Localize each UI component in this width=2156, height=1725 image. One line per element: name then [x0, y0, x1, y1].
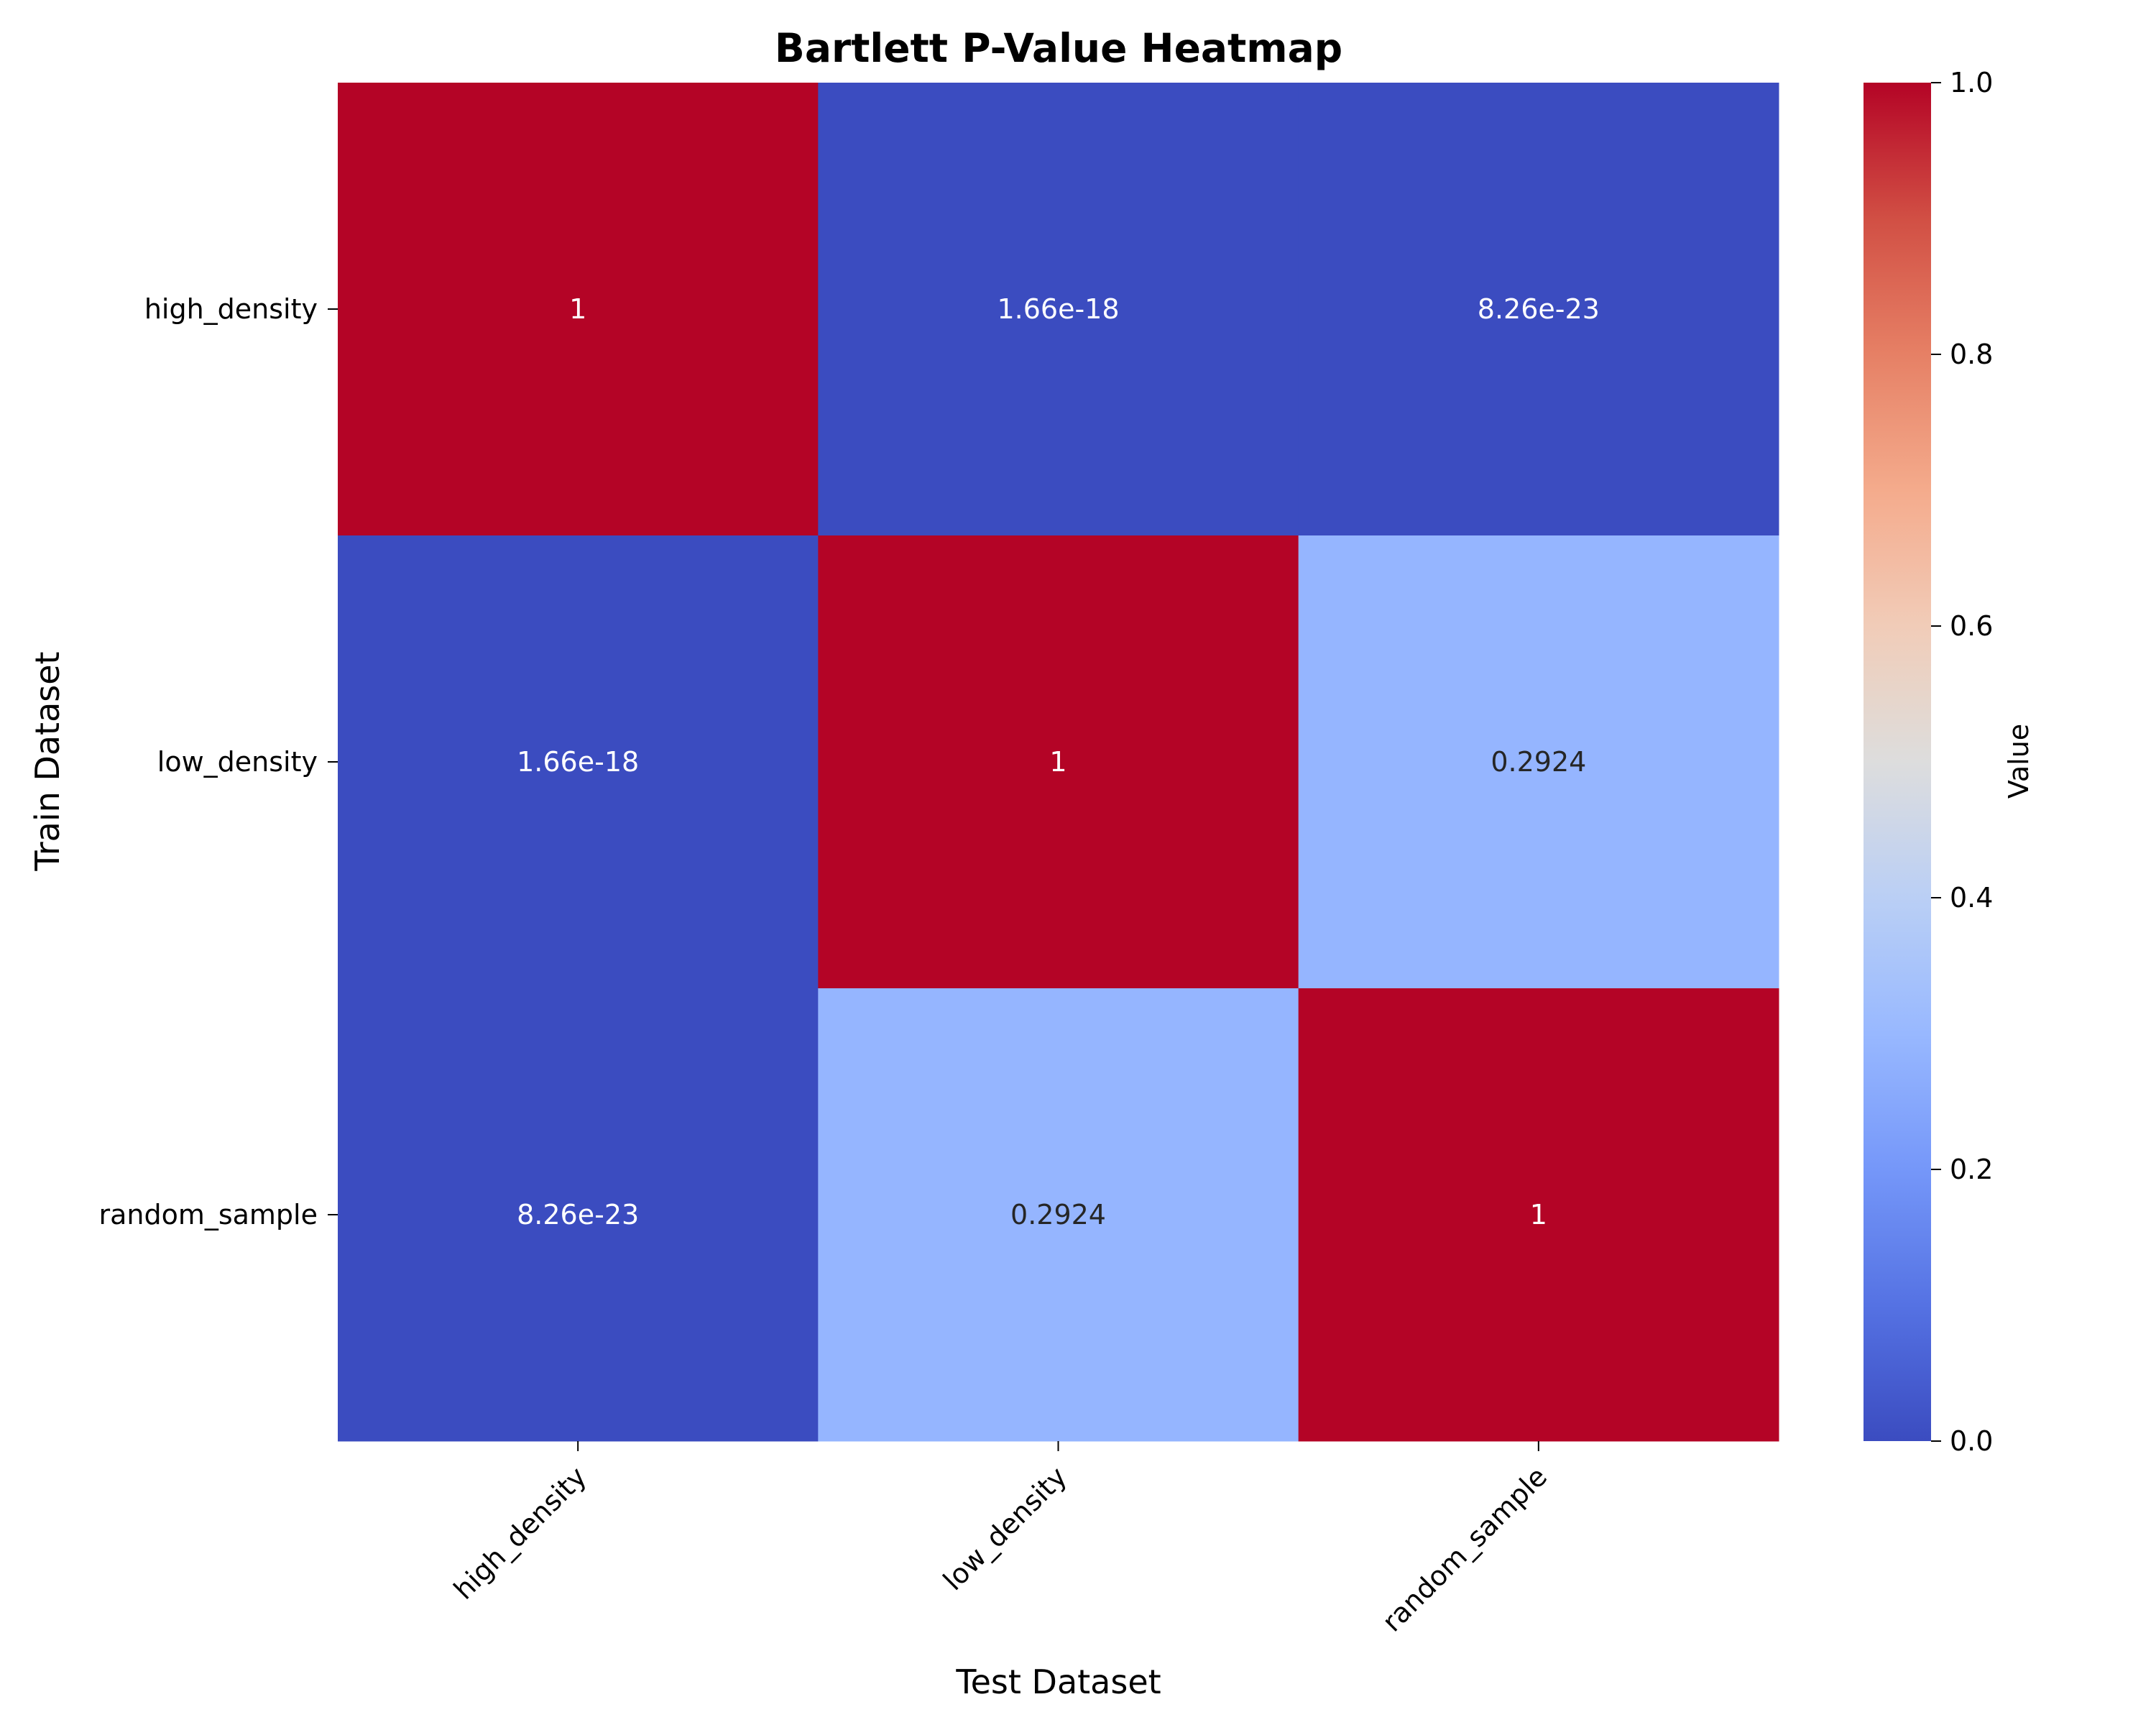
cell-value-label: 8.26e-23 [1478, 293, 1600, 325]
x-axis-ticks: high_density low_density random_sample [448, 1441, 1553, 1638]
cell-value-label: 1 [1530, 1199, 1547, 1230]
colorbar-gradient [1864, 83, 1931, 1441]
cell-value-label: 1.66e-18 [997, 293, 1119, 325]
cell-value-label: 8.26e-23 [517, 1199, 639, 1230]
heatmap-cell [338, 988, 819, 1442]
colorbar: 0.0 0.2 0.4 0.6 0.8 1.0 Value [1864, 67, 2035, 1457]
chart-title: Bartlett P-Value Heatmap [775, 25, 1342, 71]
heatmap-cell [1298, 988, 1779, 1442]
cell-value-label: 1.66e-18 [517, 746, 639, 778]
y-tick-label: random_sample [98, 1199, 318, 1230]
heatmap-cell [338, 535, 819, 989]
heatmap-cell [1298, 83, 1779, 536]
colorbar-tick-label: 0.0 [1950, 1425, 1993, 1457]
y-tick-label: low_density [157, 746, 318, 778]
x-axis-label: Test Dataset [955, 1662, 1161, 1701]
heatmap-cell [818, 535, 1299, 989]
heatmap-cells: 1 1.66e-18 8.26e-23 1.66e-18 1 0.2924 8.26e-23… [338, 83, 1779, 1442]
cell-value-label: 0.2924 [1491, 746, 1586, 778]
x-tick-label: low_density [937, 1460, 1073, 1596]
colorbar-tick-label: 1.0 [1950, 67, 1993, 98]
y-axis-ticks: high_density low_density random_sample [98, 293, 338, 1230]
y-axis-label: Train Dataset [28, 651, 67, 871]
y-tick-label: high_density [144, 293, 318, 325]
x-tick-label: random_sample [1376, 1460, 1553, 1637]
x-tick-label: high_density [448, 1460, 593, 1606]
heatmap-cell [818, 988, 1299, 1442]
colorbar-ticks: 0.0 0.2 0.4 0.6 0.8 1.0 [1931, 67, 1993, 1457]
colorbar-tick-label: 0.6 [1950, 610, 1993, 642]
cell-value-label: 1 [1049, 746, 1067, 778]
heatmap-cell [338, 83, 819, 536]
cell-value-label: 0.2924 [1010, 1199, 1106, 1230]
heatmap-cell [1298, 535, 1779, 989]
colorbar-label: Value [2003, 724, 2035, 799]
heatmap-cell [818, 83, 1299, 536]
colorbar-tick-label: 0.2 [1950, 1154, 1993, 1185]
colorbar-tick-label: 0.8 [1950, 339, 1993, 370]
cell-value-label: 1 [569, 293, 586, 325]
colorbar-tick-label: 0.4 [1950, 882, 1993, 914]
